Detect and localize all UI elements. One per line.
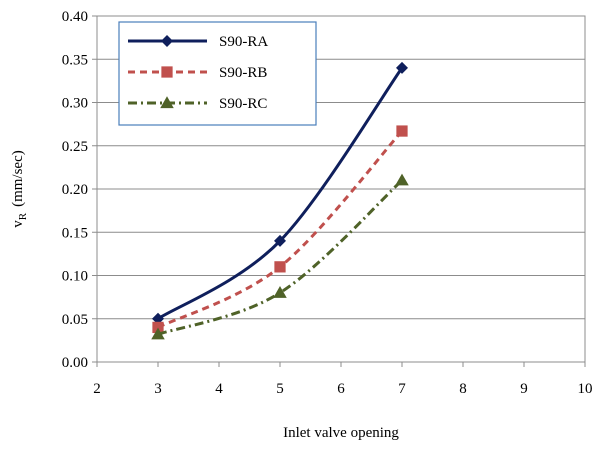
series-s90-ra [152, 61, 408, 325]
legend-box [118, 21, 317, 126]
y-axis-title-main: v [10, 220, 26, 228]
data-point [152, 321, 164, 334]
legend-label: S90-RB [219, 65, 267, 81]
legend-label: S90-RC [219, 96, 267, 112]
y-tick-label: 0.40 [62, 9, 88, 25]
y-axis-title-unit: (mm/sec) [10, 150, 26, 207]
data-point [151, 327, 165, 340]
y-tick-label: 0.05 [62, 312, 88, 328]
data-point [152, 312, 164, 325]
axes [92, 15, 586, 367]
tick-labels: 0.00 0.05 0.10 0.15 0.20 0.25 0.30 0.35 0.40 2 3 4 5… [62, 9, 593, 397]
series-s90-rb [152, 125, 408, 334]
x-tick-label: 5 [276, 381, 284, 397]
data-point [274, 234, 286, 247]
x-tick-label: 3 [154, 381, 162, 397]
x-tick-label: 9 [520, 381, 528, 397]
x-axis-title: Inlet valve opening [283, 425, 399, 441]
y-axis-title: vR (mm/sec) [10, 150, 29, 228]
y-tick-label: 0.35 [62, 52, 88, 68]
x-tick-label: 7 [398, 381, 406, 397]
x-tick-label: 2 [93, 381, 101, 397]
data-point [274, 261, 286, 273]
y-tick-label: 0.30 [62, 96, 88, 112]
y-axis-title-subscript: R [17, 212, 29, 220]
data-point [273, 286, 287, 298]
legend-label: S90-RA [219, 34, 268, 50]
x-tick-label: 10 [578, 381, 593, 397]
y-tick-label: 0.20 [62, 182, 88, 198]
plot-frame [96, 15, 586, 363]
data-point [396, 61, 408, 74]
legend: S90-RA S90-RB S90-RC [118, 21, 317, 126]
x-tick-label: 6 [337, 381, 345, 397]
y-tick-label: 0.25 [62, 139, 88, 155]
legend-marker [161, 66, 173, 78]
x-tick-label: 8 [459, 381, 467, 397]
y-tick-label: 0.00 [62, 355, 88, 371]
series [151, 61, 409, 340]
series-s90-rc [151, 173, 409, 340]
y-tick-label: 0.10 [62, 269, 88, 285]
data-point [396, 125, 408, 137]
legend-marker [160, 96, 174, 109]
data-point [395, 173, 409, 186]
x-tick-label: 4 [215, 381, 223, 397]
y-tick-label: 0.15 [62, 225, 88, 241]
legend-marker [161, 35, 173, 47]
